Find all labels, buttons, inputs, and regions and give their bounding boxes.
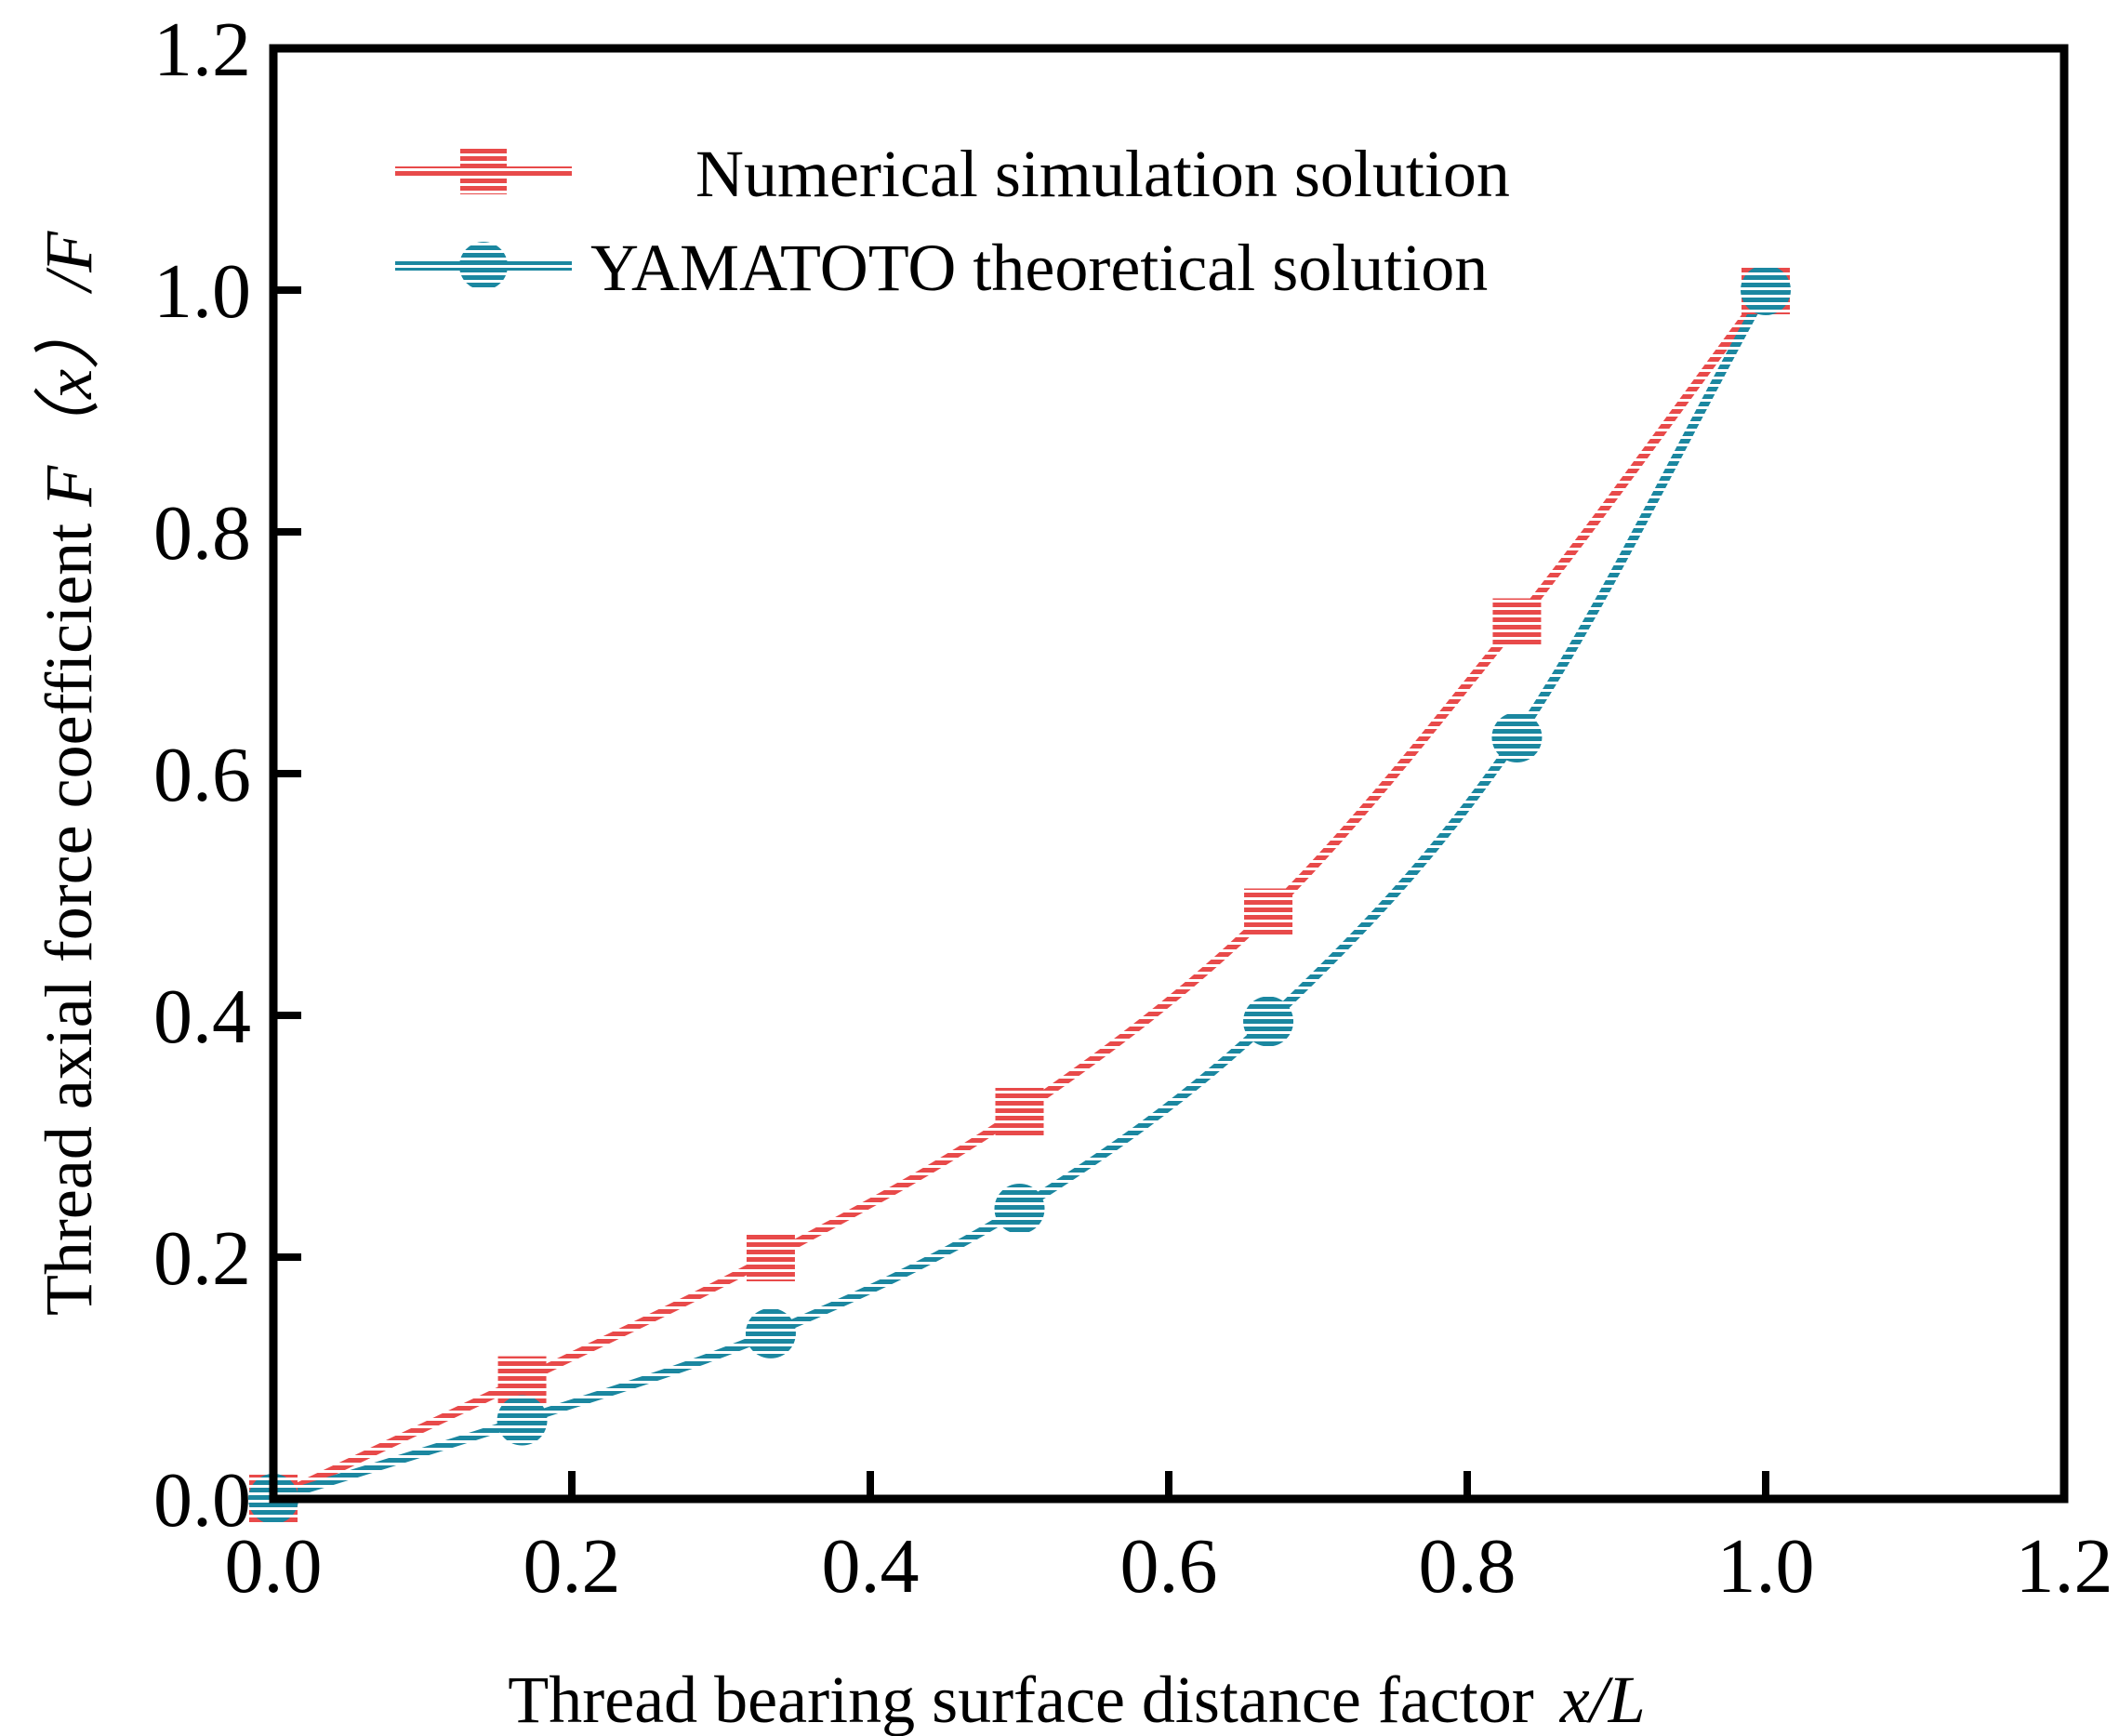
y-axis-title: Thread axial force coefficient F（x） /F bbox=[32, 231, 106, 1316]
y-tick-label: 0.2 bbox=[153, 1215, 251, 1302]
data-point-numerical bbox=[995, 1088, 1044, 1136]
y-tick-label: 1.2 bbox=[153, 7, 251, 93]
data-point-yamatoto bbox=[745, 1307, 796, 1358]
data-point-numerical bbox=[1492, 598, 1542, 647]
y-tick-label: 1.0 bbox=[153, 248, 251, 335]
y-axis-title-text: Thread axial force coefficient bbox=[32, 523, 106, 1316]
y-tick-label: 0.8 bbox=[153, 490, 251, 576]
legend-label-numerical: Numerical simulation solution bbox=[695, 137, 1510, 211]
y-tick-label: 0.6 bbox=[153, 732, 251, 818]
series-layer bbox=[248, 265, 1791, 1524]
legend-marker-yamatoto bbox=[459, 242, 508, 290]
y-tick-label: 0.0 bbox=[153, 1457, 251, 1544]
series-line-yamatoto bbox=[271, 287, 1770, 1504]
y-axis-title-var-tail: /F bbox=[32, 231, 106, 295]
x-tick-label: 0.0 bbox=[225, 1523, 323, 1610]
data-point-numerical bbox=[1244, 888, 1293, 937]
data-point-yamatoto bbox=[1491, 712, 1543, 762]
data-point-yamatoto bbox=[1741, 265, 1791, 315]
x-tick-label: 1.0 bbox=[1717, 1523, 1815, 1610]
y-axis-title-var-x: （x） bbox=[32, 302, 106, 466]
legend-label-yamatoto: YAMATOTO theoretical solution bbox=[590, 231, 1488, 305]
data-point-yamatoto bbox=[497, 1395, 548, 1446]
x-axis-title: Thread bearing surface distance factor x/… bbox=[508, 1663, 1645, 1736]
data-point-yamatoto bbox=[1243, 996, 1294, 1047]
legend-marker-numerical bbox=[460, 148, 507, 194]
y-axis-title-var-f: F bbox=[32, 465, 106, 508]
x-tick-label: 0.2 bbox=[523, 1523, 621, 1610]
x-tick-label: 1.2 bbox=[2016, 1523, 2113, 1610]
data-point-numerical bbox=[746, 1233, 795, 1281]
legend: Numerical simulation solution YAMATOTO t… bbox=[395, 137, 1510, 305]
data-point-yamatoto bbox=[994, 1184, 1045, 1234]
tick-layer: 0.0 0.2 0.4 0.6 0.8 1.0 1.2 0.0 0.2 0.4 0.6 0.8 1.0 1… bbox=[153, 7, 2113, 1610]
x-tick-label: 0.6 bbox=[1120, 1523, 1218, 1610]
x-tick-label: 0.4 bbox=[822, 1523, 920, 1610]
x-tick-label: 0.8 bbox=[1419, 1523, 1516, 1610]
plot-frame bbox=[269, 44, 2069, 1504]
x-axis-title-text: Thread bearing surface distance factor bbox=[508, 1663, 1533, 1736]
series-line-numerical bbox=[271, 287, 1770, 1504]
x-axis-title-var: x/L bbox=[1559, 1663, 1646, 1736]
y-tick-label: 0.4 bbox=[153, 974, 251, 1060]
